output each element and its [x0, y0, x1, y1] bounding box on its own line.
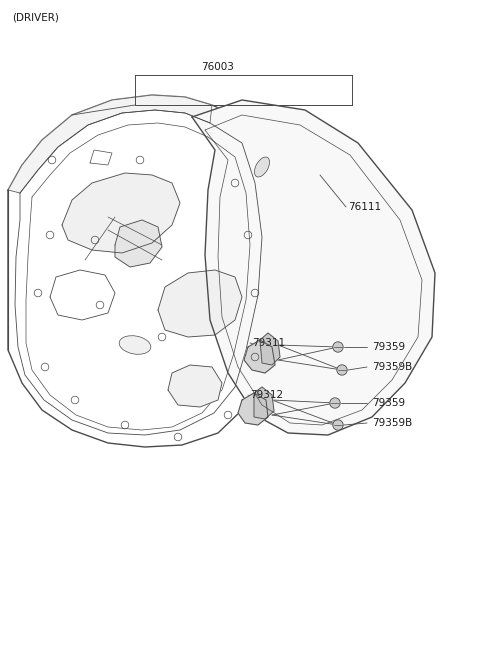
Circle shape [333, 420, 343, 430]
Text: 76111: 76111 [348, 202, 381, 212]
Polygon shape [8, 95, 282, 447]
Text: 79359B: 79359B [372, 362, 412, 372]
Polygon shape [168, 365, 222, 407]
Polygon shape [8, 95, 212, 193]
Polygon shape [158, 270, 242, 337]
Polygon shape [254, 387, 274, 419]
Ellipse shape [254, 157, 270, 177]
Polygon shape [62, 173, 180, 253]
Text: 79312: 79312 [250, 390, 283, 400]
Circle shape [330, 398, 340, 408]
Text: 79359: 79359 [372, 342, 405, 352]
Circle shape [333, 342, 343, 352]
Text: (DRIVER): (DRIVER) [12, 13, 59, 23]
Text: 76003: 76003 [202, 62, 234, 72]
Polygon shape [260, 333, 280, 365]
Polygon shape [115, 220, 162, 267]
Text: 79311: 79311 [252, 338, 285, 348]
Text: 79359B: 79359B [372, 418, 412, 428]
Circle shape [337, 365, 347, 375]
Polygon shape [238, 393, 268, 425]
Ellipse shape [119, 336, 151, 354]
Polygon shape [192, 100, 435, 435]
Text: 79359: 79359 [372, 398, 405, 408]
Polygon shape [244, 340, 275, 373]
